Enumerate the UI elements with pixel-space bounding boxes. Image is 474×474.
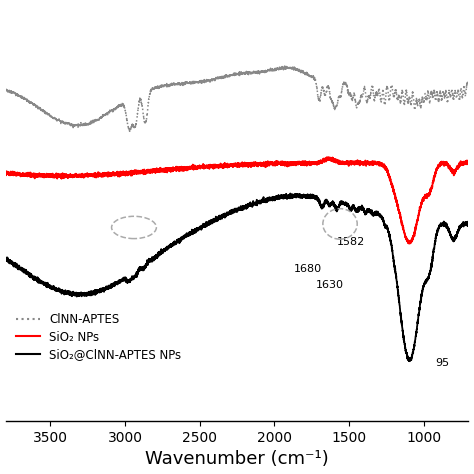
ClNN-APTES xyxy=(120,101,126,107)
ClNN-APTES xyxy=(289,65,294,71)
SiO₂ NPs xyxy=(382,162,387,168)
SiO₂ NPs xyxy=(326,155,331,160)
SiO₂ NPs xyxy=(120,171,126,176)
Text: 1582: 1582 xyxy=(337,237,365,247)
SiO₂@ClNN-APTES NPs xyxy=(382,221,387,227)
Line: SiO₂@ClNN-APTES NPs: SiO₂@ClNN-APTES NPs xyxy=(6,193,468,361)
SiO₂@ClNN-APTES NPs xyxy=(188,231,193,237)
ClNN-APTES xyxy=(382,100,387,106)
X-axis label: Wavenumber (cm⁻¹): Wavenumber (cm⁻¹) xyxy=(145,450,329,468)
SiO₂@ClNN-APTES NPs xyxy=(3,257,9,263)
SiO₂ NPs xyxy=(465,160,471,165)
SiO₂@ClNN-APTES NPs xyxy=(465,219,471,225)
SiO₂@ClNN-APTES NPs xyxy=(287,191,293,196)
SiO₂ NPs xyxy=(188,166,193,172)
Text: 95: 95 xyxy=(436,358,450,368)
Line: ClNN-APTES: ClNN-APTES xyxy=(6,66,468,131)
ClNN-APTES xyxy=(164,82,170,88)
SiO₂ NPs xyxy=(164,165,170,171)
SiO₂ NPs xyxy=(406,241,411,246)
SiO₂ NPs xyxy=(85,172,91,178)
SiO₂@ClNN-APTES NPs xyxy=(407,358,412,364)
ClNN-APTES xyxy=(127,128,132,134)
ClNN-APTES xyxy=(188,79,193,84)
SiO₂@ClNN-APTES NPs xyxy=(289,193,294,199)
SiO₂ NPs xyxy=(289,159,294,165)
Legend: ClNN-APTES, SiO₂ NPs, SiO₂@ClNN-APTES NPs: ClNN-APTES, SiO₂ NPs, SiO₂@ClNN-APTES NP… xyxy=(11,309,186,365)
Text: 1630: 1630 xyxy=(316,280,344,290)
ClNN-APTES xyxy=(85,120,91,126)
ClNN-APTES xyxy=(284,63,290,69)
SiO₂@ClNN-APTES NPs xyxy=(164,246,170,251)
ClNN-APTES xyxy=(3,89,9,94)
Line: SiO₂ NPs: SiO₂ NPs xyxy=(6,157,468,244)
SiO₂ NPs xyxy=(3,170,9,175)
SiO₂@ClNN-APTES NPs xyxy=(120,278,126,283)
Text: 1680: 1680 xyxy=(294,264,322,274)
SiO₂@ClNN-APTES NPs xyxy=(85,291,91,296)
ClNN-APTES xyxy=(465,81,471,86)
